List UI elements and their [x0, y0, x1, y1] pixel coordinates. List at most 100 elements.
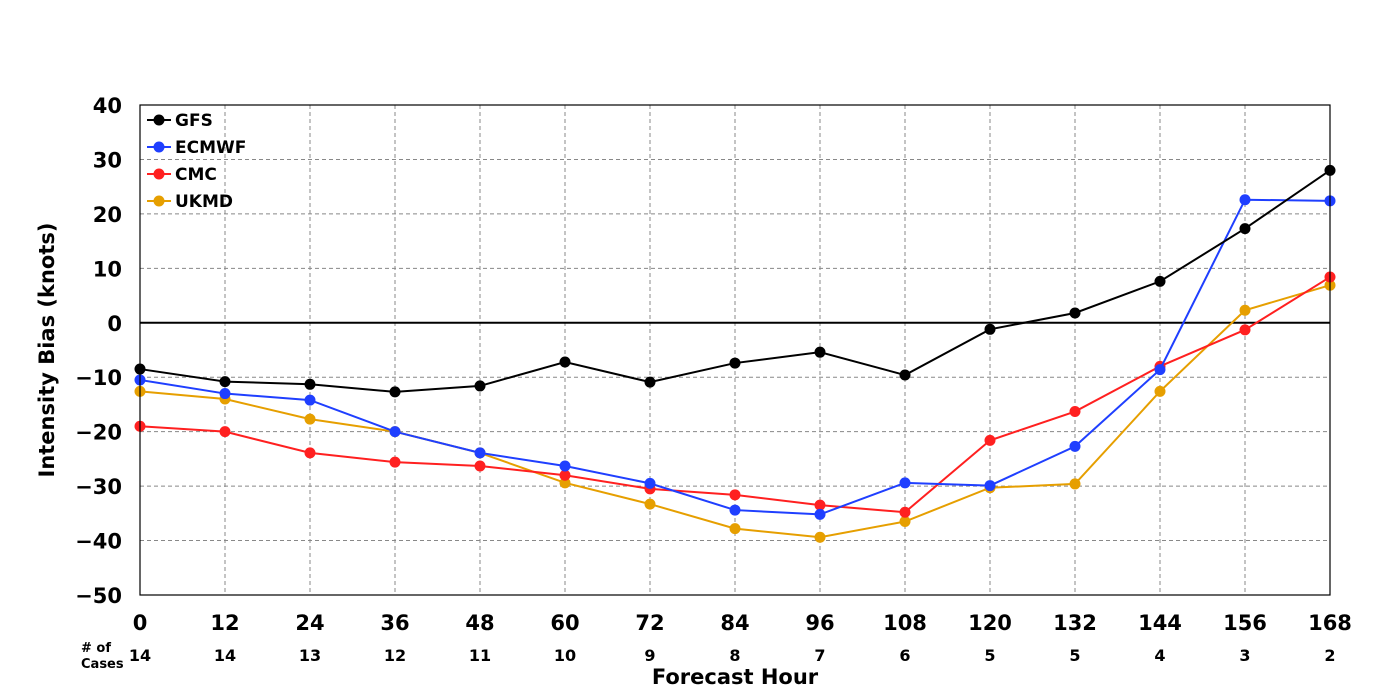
data-point-cmc — [219, 426, 231, 438]
y-tick-label: −20 — [75, 421, 122, 445]
data-point-ecmwf — [729, 504, 741, 516]
x-tick-label: 156 — [1223, 611, 1267, 635]
case-count: 10 — [554, 646, 576, 665]
data-point-ukmd — [1069, 478, 1081, 490]
case-count: 14 — [214, 646, 236, 665]
case-count: 3 — [1239, 646, 1250, 665]
legend-item-cmc: CMC — [147, 165, 217, 185]
data-point-ecmwf — [1069, 440, 1081, 452]
data-point-ukmd — [644, 498, 656, 510]
case-count: 9 — [644, 646, 655, 665]
x-tick-label: 36 — [380, 611, 409, 635]
x-tick-label: 96 — [805, 611, 834, 635]
case-count: 13 — [299, 646, 321, 665]
case-count: 6 — [899, 646, 910, 665]
y-tick-label: −40 — [75, 530, 122, 554]
data-point-cmc — [389, 456, 401, 468]
y-tick-label: −10 — [75, 366, 122, 390]
data-point-gfs — [984, 323, 996, 335]
data-point-ukmd — [1239, 304, 1251, 316]
x-tick-label: 168 — [1308, 611, 1352, 635]
x-tick-label: 120 — [968, 611, 1012, 635]
data-point-cmc — [1239, 324, 1251, 336]
data-point-ecmwf — [1154, 364, 1166, 376]
data-point-ukmd — [729, 523, 741, 535]
cases-label-line2: Cases — [81, 657, 124, 672]
plot-frame — [139, 104, 1331, 596]
legend-marker — [153, 114, 165, 126]
y-tick-label: 30 — [93, 148, 122, 172]
data-point-ecmwf — [1239, 194, 1251, 206]
series-cmc — [134, 271, 1336, 518]
case-count: 2 — [1324, 646, 1335, 665]
data-point-gfs — [1154, 275, 1166, 287]
data-point-gfs — [729, 357, 741, 369]
case-count: 14 — [129, 646, 151, 665]
case-count: 8 — [729, 646, 740, 665]
data-point-cmc — [304, 447, 316, 459]
data-point-ukmd — [559, 477, 571, 489]
data-point-ecmwf — [814, 508, 826, 520]
x-tick-label: 144 — [1138, 611, 1182, 635]
data-point-cmc — [899, 506, 911, 518]
legend-label: CMC — [175, 165, 217, 185]
y-tick-label: −30 — [75, 475, 122, 499]
data-point-ecmwf — [219, 388, 231, 400]
legend: GFS ECMWF CMC UKMD — [147, 111, 246, 212]
y-tick-label: 20 — [93, 203, 122, 227]
data-point-ecmwf — [304, 394, 316, 406]
data-point-ecmwf — [559, 460, 571, 472]
data-point-gfs — [219, 376, 231, 388]
legend-marker — [153, 168, 165, 180]
y-tick-label: 40 — [93, 94, 122, 118]
cases-row: 14 14 13 12 11 10 9 8 7 6 5 5 4 3 2 — [129, 646, 1336, 665]
data-point-ecmwf — [899, 477, 911, 489]
case-count: 5 — [1069, 646, 1080, 665]
data-point-gfs — [559, 356, 571, 368]
data-point-ecmwf — [389, 426, 401, 438]
legend-item-ukmd: UKMD — [147, 192, 233, 212]
y-tick-labels: 40 30 20 10 0 −10 −20 −30 −40 −50 — [75, 94, 122, 608]
data-point-ecmwf — [644, 477, 656, 489]
x-tick-label: 12 — [210, 611, 239, 635]
legend-marker — [153, 195, 165, 207]
x-tick-label: 132 — [1053, 611, 1097, 635]
case-count: 7 — [814, 646, 825, 665]
x-tick-label: 108 — [883, 611, 927, 635]
case-count: 11 — [469, 646, 491, 665]
data-point-ukmd — [899, 516, 911, 527]
data-point-ukmd — [304, 413, 316, 425]
data-point-gfs — [899, 369, 911, 381]
x-tick-label: 0 — [133, 611, 148, 635]
data-point-ecmwf — [984, 480, 996, 492]
data-point-gfs — [389, 386, 401, 398]
x-tick-labels: 0 12 24 36 48 60 72 84 96 108 120 132 144 156 168 — [133, 611, 1352, 635]
x-tick-label: 24 — [295, 611, 324, 635]
case-count: 4 — [1154, 646, 1165, 665]
data-point-cmc — [1069, 406, 1081, 418]
series-ukmd — [134, 279, 1336, 543]
data-point-gfs — [304, 378, 316, 390]
legend-marker — [153, 141, 165, 153]
x-axis-title: Forecast Hour — [652, 665, 819, 689]
data-point-cmc — [984, 434, 996, 446]
data-point-cmc — [814, 499, 826, 511]
y-axis-title: Intensity Bias (knots) — [35, 223, 59, 478]
legend-label: GFS — [175, 111, 213, 131]
data-point-cmc — [729, 489, 741, 501]
data-point-ecmwf — [474, 447, 486, 459]
data-point-gfs — [1069, 307, 1081, 319]
grid — [139, 104, 1331, 596]
x-tick-label: 60 — [550, 611, 579, 635]
case-count: 12 — [384, 646, 406, 665]
y-tick-label: 0 — [107, 312, 122, 336]
legend-item-ecmwf: ECMWF — [147, 138, 246, 158]
x-tick-label: 72 — [635, 611, 664, 635]
legend-item-gfs: GFS — [147, 111, 213, 131]
x-tick-label: 48 — [465, 611, 494, 635]
legend-label: UKMD — [175, 192, 233, 212]
data-point-gfs — [1239, 223, 1251, 235]
y-tick-label: 10 — [93, 257, 122, 281]
case-count: 5 — [984, 646, 995, 665]
